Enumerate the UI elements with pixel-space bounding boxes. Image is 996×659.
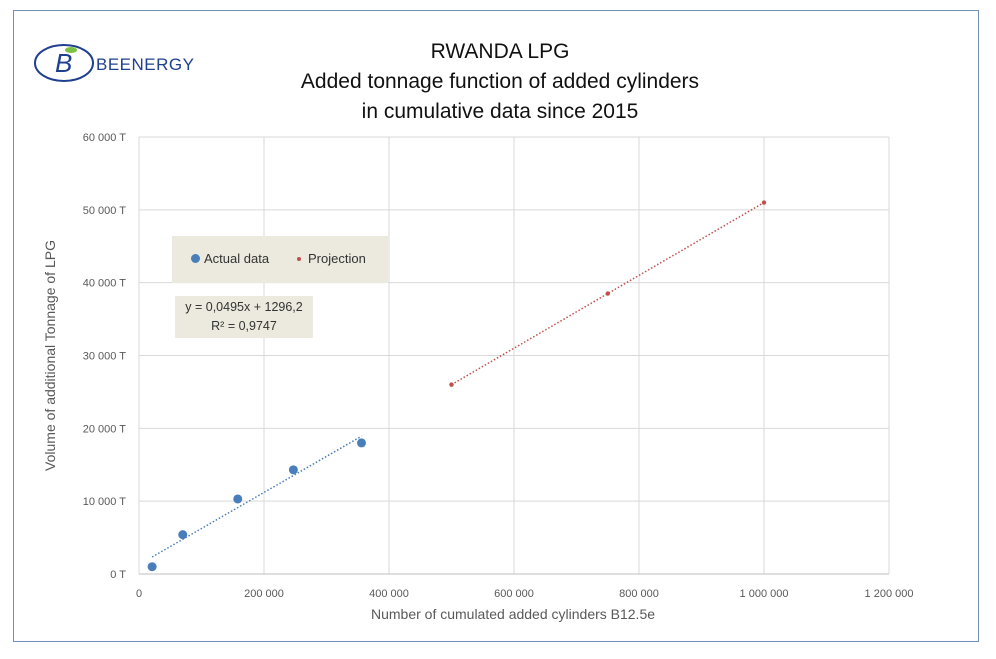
x-tick-label: 1 200 000	[865, 588, 914, 600]
x-tick-label: 600 000	[494, 588, 534, 600]
x-axis-title: Number of cumulated added cylinders B12.…	[371, 606, 655, 622]
projection-point	[449, 382, 454, 387]
y-tick-label: 20 000 T	[83, 423, 127, 435]
y-tick-label: 40 000 T	[83, 278, 127, 290]
actual-data-point	[233, 494, 243, 504]
actual-data-point	[357, 438, 366, 448]
legend-actual-label: Actual data	[204, 251, 270, 266]
chart-title-line-1: RWANDA LPG	[430, 40, 570, 63]
chart-frame	[13, 10, 979, 642]
actual-data-point	[147, 562, 157, 572]
legend-projection-marker	[297, 257, 301, 261]
r-squared-text: R² = 0,9747	[211, 319, 277, 333]
projection-point	[605, 291, 610, 296]
legend-projection-label: Projection	[308, 251, 366, 266]
y-tick-label: 10 000 T	[83, 496, 127, 508]
chart-title-line-3: in cumulative data since 2015	[361, 100, 639, 123]
equation-text: y = 0,0495x + 1296,2	[185, 300, 303, 314]
chart-title-line-2: Added tonnage function of added cylinder…	[300, 70, 700, 93]
y-tick-label: 50 000 T	[83, 205, 127, 217]
y-tick-label: 30 000 T	[83, 351, 127, 363]
logo-letter: B	[55, 48, 72, 78]
y-axis-title: Volume of additional Tonnage of LPG	[42, 240, 58, 471]
projection-line	[451, 201, 765, 386]
y-tick-label: 0 T	[110, 569, 126, 581]
x-tick-label: 800 000	[619, 588, 659, 600]
projection-point	[761, 200, 767, 205]
x-tick-label: 400 000	[369, 588, 409, 600]
x-tick-label: 200 000	[244, 588, 284, 600]
legend: Actual data Projection	[172, 236, 388, 283]
x-tick-label: 1 000 000	[740, 588, 789, 600]
actual-data-point	[288, 465, 298, 475]
y-tick-label: 60 000 T	[83, 132, 127, 144]
trendline-equation: y = 0,0495x + 1296,2 R² = 0,9747	[175, 296, 313, 338]
beenergy-logo: B	[34, 44, 94, 82]
legend-actual-marker	[191, 254, 200, 263]
brand-name: BEENERGY	[96, 55, 195, 74]
x-tick-label: 0	[136, 588, 142, 600]
actual-data-point	[178, 530, 188, 540]
